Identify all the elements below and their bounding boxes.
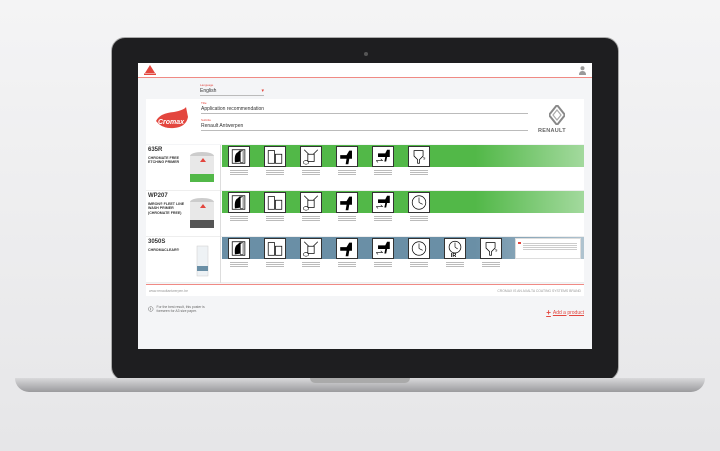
app-screen: Language English ▾ Cromax Title Applicati… [138,63,592,349]
plus-icon: + [546,308,551,317]
language-label: Language [200,83,214,87]
cromax-logo-icon: Cromax [156,107,188,129]
hand-icon [228,238,250,259]
top-bar [138,63,592,78]
add-product-label: Add a product [552,309,584,316]
svg-text:IR: IR [451,253,457,259]
containers-icon [264,146,286,167]
step-caption [480,261,502,268]
product-can-image [190,198,214,228]
product-name: IMRON® FLEET LINE WASH PRIMER (CHROMATE … [148,202,185,215]
hand-icon [228,146,250,167]
step-caption [300,169,322,176]
mixing-icon [300,192,322,213]
step-caption [300,215,322,222]
spray-gun-icon [336,192,358,213]
product-list: 635R CHROMATE FREE ETCHING PRIMER s WP20… [146,145,584,283]
subtitle-input[interactable]: Renault Antwerpen [201,123,528,131]
step-caption [264,215,286,222]
product-can-image [196,245,209,277]
clock-icon [408,192,430,213]
spray-gun-icon [336,146,358,167]
renault-logo-icon [549,105,565,125]
note-icon [518,242,521,244]
svg-text:Cromax: Cromax [158,119,185,126]
product-row[interactable]: 3050S CHROMACLEAR® IR s [146,237,584,283]
step-caption [372,169,394,176]
info-icon [148,306,154,312]
step-caption [336,261,358,268]
title-field[interactable]: Title Application recommendation [201,101,528,114]
product-note [515,238,581,259]
step-caption [336,169,358,176]
product-row[interactable]: WP207 IMRON® FLEET LINE WASH PRIMER (CHR… [146,191,584,237]
ir-clock-icon: IR [444,238,466,259]
product-can-image [190,152,214,182]
poster-footer: www.renaultantwerpen.be CROMAX IS AN AXA… [146,284,584,296]
step-caption [408,169,430,176]
step-caption [228,169,250,176]
website-text: www.renaultantwerpen.be [149,289,189,293]
flash-off-icon [372,238,394,259]
laptop-notch [310,378,410,383]
product-code: 3050S [148,239,166,245]
containers-icon [264,238,286,259]
step-caption [336,215,358,222]
step-caption [228,215,250,222]
brand-note: CROMAX IS AN AXALTA COATING SYSTEMS BRAN… [497,289,581,293]
step-caption [300,261,322,268]
product-name: CHROMACLEAR® [148,248,180,252]
header-card: Cromax Title Application recommendation … [146,99,584,144]
renault-wordmark: RENAULT [538,128,566,134]
subtitle-field[interactable]: Subtitle Renault Antwerpen [201,118,528,131]
add-product-button[interactable]: + Add a product [546,308,584,317]
step-caption [372,215,394,222]
laptop-base [15,378,705,392]
viscosity-cup-icon: s [480,238,502,259]
step-caption [444,261,466,268]
step-caption [408,261,430,268]
camera [364,52,368,56]
viscosity-cup-icon: s [408,146,430,167]
mixing-icon [300,238,322,259]
product-code: WP207 [148,193,168,199]
user-icon[interactable] [579,66,586,75]
chevron-down-icon: ▾ [261,88,264,94]
product-info: 635R CHROMATE FREE ETCHING PRIMER [146,145,221,191]
flash-off-icon [372,146,394,167]
product-code: 635R [148,147,163,153]
language-value: English [200,88,217,94]
subtitle-label: Subtitle [201,118,212,122]
product-name: CHROMATE FREE ETCHING PRIMER [148,156,180,165]
step-caption [408,215,430,222]
title-input[interactable]: Application recommendation [201,106,528,114]
axalta-logo-icon [144,65,156,75]
step-caption [264,261,286,268]
spray-gun-icon [336,238,358,259]
hand-icon [228,192,250,213]
product-row[interactable]: 635R CHROMATE FREE ETCHING PRIMER s [146,145,584,191]
mixing-icon [300,146,322,167]
print-hint: For the best result, this poster is fore… [148,305,218,313]
step-caption [264,169,286,176]
clock-icon [408,238,430,259]
language-select[interactable]: Language English ▾ [200,83,264,96]
product-info: WP207 IMRON® FLEET LINE WASH PRIMER (CHR… [146,191,221,237]
title-label: Title [201,101,207,105]
containers-icon [264,192,286,213]
step-caption [228,261,250,268]
svg-text:s: s [495,248,498,253]
hint-text: For the best result, this poster is fore… [156,305,205,313]
step-caption [372,261,394,268]
flash-off-icon [372,192,394,213]
svg-text:s: s [423,156,426,161]
product-info: 3050S CHROMACLEAR® [146,237,221,283]
